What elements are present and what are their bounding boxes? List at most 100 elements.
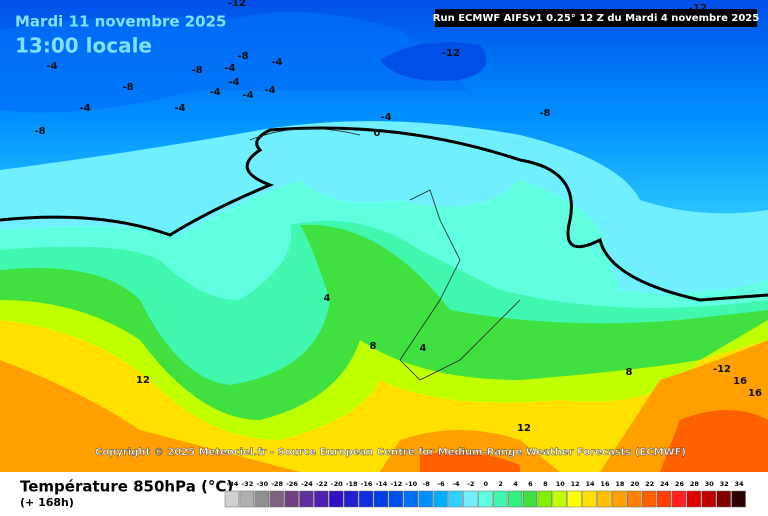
contour-label: -4 (228, 77, 239, 88)
legend-label: 10 (556, 480, 566, 488)
contour-label: -8 (34, 126, 45, 137)
legend-label: -16 (361, 480, 373, 488)
legend-label: -14 (376, 480, 388, 488)
legend-label: -34 (227, 480, 239, 488)
legend-swatch (627, 490, 642, 508)
legend-swatch (254, 490, 269, 508)
contour-label: 12 (136, 375, 150, 386)
legend-swatch (403, 490, 418, 508)
legend-label: -28 (271, 480, 283, 488)
legend-swatch (239, 490, 255, 508)
time: 13:00 locale (15, 34, 152, 58)
legend-label: -4 (452, 480, 460, 488)
legend-swatch (612, 490, 627, 508)
contour-label: -4 (264, 85, 275, 96)
contour-label: -4 (380, 112, 391, 123)
contour-label: 4 (420, 343, 427, 354)
legend-label: -26 (286, 480, 298, 488)
legend-label: -2 (467, 480, 474, 488)
legend-label: 24 (660, 480, 670, 488)
legend-swatch (686, 490, 702, 508)
contour-label: -4 (242, 90, 253, 101)
legend-label: -32 (241, 480, 253, 488)
legend-label: -8 (423, 480, 431, 488)
footer-title: Température 850hPa (°C) (20, 478, 233, 496)
contour-label: -4 (224, 63, 235, 74)
contour-label: -8 (539, 108, 550, 119)
legend-swatch (656, 490, 672, 508)
legend-label: 18 (615, 480, 625, 488)
legend-label: 22 (645, 480, 654, 488)
contour-label: -4 (174, 103, 185, 114)
legend-label: -12 (390, 480, 402, 488)
legend-label: 0 (483, 480, 488, 488)
date: Mardi 11 novembre 2025 (15, 13, 227, 31)
contour-label: -8 (122, 82, 133, 93)
legend-label: 16 (600, 480, 610, 488)
legend-label: -6 (437, 480, 445, 488)
legend-swatch (552, 490, 567, 508)
legend-swatch (418, 490, 433, 508)
contour-label: -12 (713, 364, 731, 375)
contour-label: -12 (442, 48, 460, 59)
contour-label: -4 (46, 61, 57, 72)
contour-label: 0 (374, 128, 381, 139)
legend-swatch (701, 490, 716, 508)
legend-swatch (388, 490, 404, 508)
legend-swatch (478, 490, 493, 508)
legend-swatch (224, 490, 240, 508)
legend-swatch (463, 490, 478, 508)
copyright: Copyright © 2025 Meteociel.fr - Source E… (95, 447, 686, 458)
legend-label: 20 (630, 480, 640, 488)
legend-label: 28 (690, 480, 700, 488)
legend-swatch (641, 490, 657, 508)
legend-swatch (358, 490, 374, 508)
contour-label: 16 (733, 376, 747, 387)
legend-swatch (314, 490, 329, 508)
legend-label: 26 (675, 480, 685, 488)
legend-label: 8 (543, 480, 548, 488)
legend-label: 14 (586, 480, 596, 488)
contour-label: -8 (191, 65, 202, 76)
legend-label: 4 (513, 480, 518, 488)
legend-label: -30 (256, 480, 268, 488)
legend-label: 2 (498, 480, 503, 488)
contour-label: -8 (237, 51, 248, 62)
contour-label: 16 (748, 388, 762, 399)
legend-swatch (522, 490, 538, 508)
contour-label: -4 (79, 103, 90, 114)
legend-label: 34 (735, 480, 745, 488)
legend-swatch (567, 490, 582, 508)
legend-swatch (507, 490, 523, 508)
legend-label: 30 (705, 480, 715, 488)
legend-label: 32 (720, 480, 729, 488)
legend-swatch (284, 490, 299, 508)
run-box (435, 9, 757, 27)
legend-swatch (597, 490, 612, 508)
legend-swatch (731, 490, 746, 508)
legend-swatch (329, 490, 344, 508)
legend-swatch (343, 490, 359, 508)
contour-label: -4 (271, 57, 282, 68)
footer-subtitle: (+ 168h) (20, 496, 74, 509)
contour-label: -4 (209, 87, 220, 98)
contour-label: 4 (324, 293, 331, 304)
legend-label: -22 (316, 480, 328, 488)
legend-swatch (716, 490, 731, 508)
run-info: Run ECMWF AIFSv1 0.25° 12 Z du Mardi 4 n… (433, 13, 759, 24)
legend-swatch (433, 490, 448, 508)
legend-swatch (299, 490, 314, 508)
legend-label: -18 (346, 480, 358, 488)
contour-label: -12 (689, 3, 707, 14)
contour-label: 12 (517, 423, 531, 434)
legend-label: 6 (528, 480, 533, 488)
legend-swatch (537, 490, 553, 508)
legend-swatch (582, 490, 597, 508)
legend-swatch (269, 490, 284, 508)
legend-swatch (671, 490, 687, 508)
contour-label: -12 (228, 0, 246, 9)
legend-swatch (448, 490, 463, 508)
map (0, 0, 768, 472)
legend-label: 12 (571, 480, 580, 488)
